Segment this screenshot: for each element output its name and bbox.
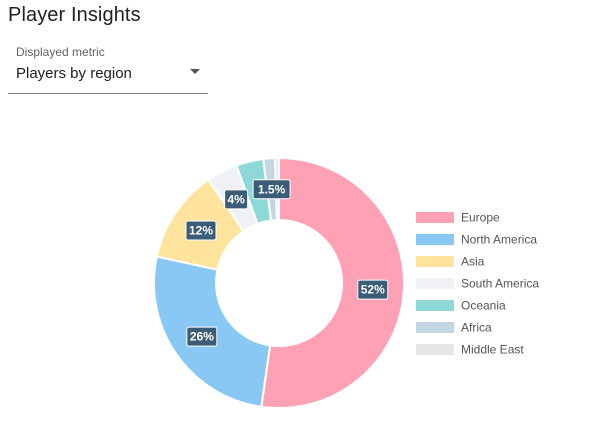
legend-label: Africa [461, 321, 492, 335]
data-label-text: 52% [361, 283, 385, 297]
legend-item-south-america[interactable]: South America [416, 277, 539, 291]
data-label-europe: 52% [357, 279, 389, 300]
data-label-north-america: 26% [186, 326, 218, 347]
legend-item-africa[interactable]: Africa [416, 321, 492, 335]
legend-item-asia[interactable]: Asia [416, 255, 485, 269]
legend-label: North America [461, 233, 537, 247]
data-label-text: 12% [189, 224, 213, 238]
legend-label: Asia [461, 255, 485, 269]
data-label-africa: 1.5% [252, 179, 291, 200]
data-label-asia: 12% [185, 220, 217, 241]
legend-item-middle-east[interactable]: Middle East [416, 343, 524, 357]
legend-label: South America [461, 277, 539, 291]
legend-swatch [416, 234, 454, 245]
data-label-text: 4% [227, 192, 245, 206]
legend-swatch [416, 322, 454, 333]
legend-swatch [416, 344, 454, 355]
data-labels: 52% 26% 12% 4% 1.5% [185, 179, 389, 347]
legend-label: Middle East [461, 343, 524, 357]
dropdown-arrow-icon [190, 69, 200, 74]
legend-item-europe[interactable]: Europe [416, 211, 500, 225]
legend-swatch [416, 278, 454, 289]
slice-europe[interactable] [260, 156, 405, 409]
chart-legend: Europe North America Asia South America Ocea… [416, 211, 539, 357]
metric-select-label: Displayed metric [16, 45, 105, 59]
legend-swatch [416, 212, 454, 223]
page-title: Player Insights [8, 4, 141, 26]
legend-label: Europe [461, 211, 500, 225]
data-label-south-america: 4% [224, 189, 249, 210]
legend-swatch [416, 256, 454, 267]
data-label-text: 1.5% [258, 182, 286, 196]
data-label-text: 26% [190, 330, 214, 344]
legend-item-north-america[interactable]: North America [416, 233, 537, 247]
metric-select[interactable]: Displayed metric Players by region [8, 40, 208, 94]
legend-label: Oceania [461, 299, 506, 313]
legend-item-oceania[interactable]: Oceania [416, 299, 506, 313]
legend-swatch [416, 300, 454, 311]
metric-select-value: Players by region [16, 65, 132, 82]
